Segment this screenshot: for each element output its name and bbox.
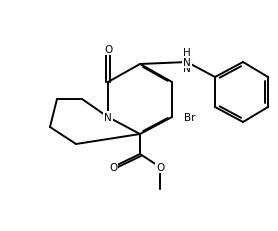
Text: Br: Br	[184, 112, 196, 122]
Text: Br: Br	[184, 112, 196, 122]
Text: N: N	[104, 112, 112, 122]
Text: H: H	[183, 48, 191, 58]
Text: H
N: H N	[183, 52, 191, 73]
Text: O: O	[156, 162, 164, 172]
Text: O: O	[104, 45, 112, 55]
Text: N: N	[183, 58, 191, 68]
Text: O: O	[109, 162, 117, 172]
